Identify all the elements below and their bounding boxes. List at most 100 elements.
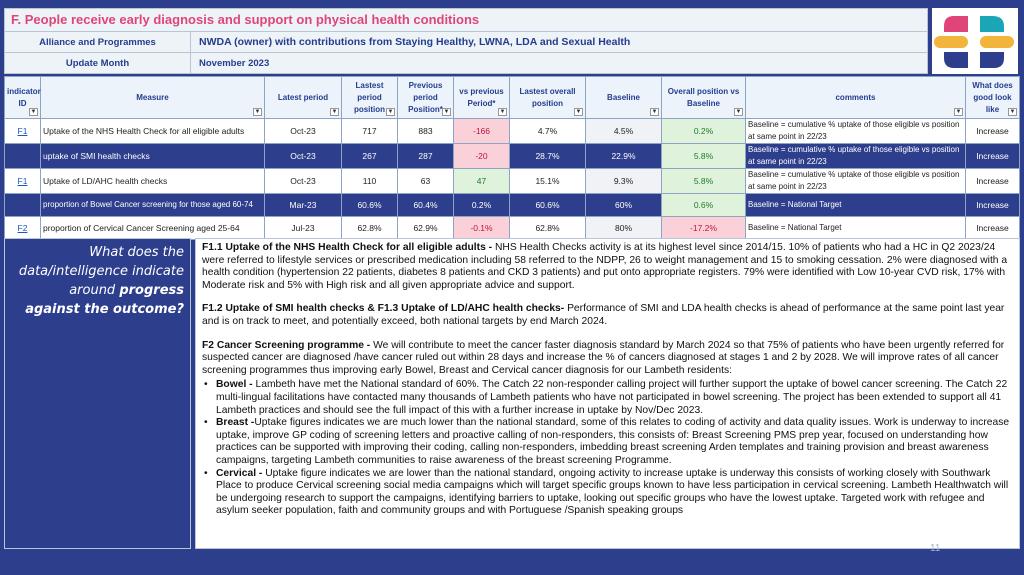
comment-cell: Baseline = cumulative % uptake of those …	[745, 143, 966, 169]
measure-cell: proportion of Bowel Cancer screening for…	[40, 193, 265, 217]
page-title: F. People receive early diagnosis and su…	[4, 8, 928, 32]
filter-dropdown-icon[interactable]: ▼	[650, 108, 659, 116]
col-good-looks-like[interactable]: What does good look like ▼	[965, 76, 1020, 119]
baseline-cell: 9.3%	[585, 168, 662, 194]
col-measure[interactable]: Measure ▼	[40, 76, 265, 119]
bullet-body: Uptake figures indicates we are much low…	[216, 417, 1010, 466]
col-overall-vs-baseline[interactable]: Overall position vs Baseline ▼	[661, 76, 746, 119]
baseline-cell: 22.9%	[585, 143, 662, 169]
comment-cell: Baseline = cumulative % uptake of those …	[745, 118, 966, 144]
paragraph-heading: F1.2 Uptake of SMI health checks & F1.3 …	[202, 303, 565, 315]
bullet-heading: Breast -	[216, 417, 255, 429]
baseline-cell: 4.5%	[585, 118, 662, 144]
latest-period-cell: Mar-23	[264, 193, 342, 217]
paragraph-heading: F2 Cancer Screening programme -	[202, 339, 374, 351]
vs-previous-cell: -0.1%	[453, 215, 510, 240]
filter-dropdown-icon[interactable]: ▼	[442, 108, 451, 116]
col-overall-position[interactable]: Lastest overall position ▼	[509, 76, 586, 119]
baseline-cell: 80%	[585, 215, 662, 240]
col-baseline[interactable]: Baseline ▼	[585, 76, 662, 119]
col-indicator-id[interactable]: indicator ID ▼	[4, 76, 41, 119]
question-bold-text: progress against the outcome?	[25, 283, 184, 317]
latest-period-cell: Oct-23	[264, 143, 342, 169]
plus-logo-icon	[932, 8, 1018, 74]
bullet-body: Lambeth have met the National standard o…	[216, 379, 1008, 416]
question-text: What does the data/intelligence indicate…	[18, 245, 184, 298]
good-looks-like-cell: Increase	[965, 193, 1020, 217]
filter-dropdown-icon[interactable]: ▼	[386, 108, 395, 116]
comment-cell: Baseline = cumulative % uptake of those …	[745, 168, 966, 194]
col-latest-position[interactable]: Lastest period position ▼	[341, 76, 398, 119]
month-label: Update Month	[5, 53, 191, 73]
filter-dropdown-icon[interactable]: ▼	[330, 108, 339, 116]
vs-previous-cell: -166	[453, 118, 510, 144]
alliance-label: Alliance and Programmes	[5, 32, 191, 52]
vs-previous-cell: -20	[453, 143, 510, 169]
table-header-row: indicator ID ▼ Measure ▼ Latest period ▼ La…	[4, 76, 1020, 119]
filter-dropdown-icon[interactable]: ▼	[954, 108, 963, 116]
bullet-heading: Bowel -	[216, 379, 256, 391]
paragraph-cancer-screening: F2 Cancer Screening programme - We will …	[202, 340, 1013, 378]
overall-position-cell: 4.7%	[509, 118, 586, 144]
col-previous-position[interactable]: Previous period Position* ▼	[397, 76, 454, 119]
overall-position-cell: 62.8%	[509, 215, 586, 240]
indicator-link[interactable]: F1	[17, 176, 28, 186]
latest-period-cell: Jul-23	[264, 215, 342, 240]
latest-position-cell: 267	[341, 143, 398, 169]
measure-cell: uptake of SMI health checks	[40, 143, 265, 169]
list-item: Bowel - Lambeth have met the National st…	[202, 379, 1013, 417]
table-row: F1 Uptake of the NHS Health Check for al…	[4, 118, 1020, 144]
col-comments[interactable]: comments ▼	[745, 76, 966, 119]
vs-baseline-cell: 0.2%	[661, 118, 746, 144]
paragraph-body: We will contribute to meet the cancer fa…	[202, 339, 1005, 376]
overall-position-cell: 15.1%	[509, 168, 586, 194]
paragraph-body: Performance of SMI and LDA health checks…	[202, 303, 1005, 327]
indicator-link[interactable]: F2	[17, 222, 28, 233]
latest-period-cell: Oct-23	[264, 168, 342, 194]
bullet-body: Uptake figure indicates we are lower tha…	[216, 467, 1009, 517]
filter-dropdown-icon[interactable]: ▼	[574, 108, 583, 116]
good-looks-like-cell: Increase	[965, 118, 1020, 144]
latest-period-cell: Oct-23	[264, 118, 342, 144]
good-looks-like-cell: Increase	[965, 168, 1020, 194]
vs-previous-cell: 47	[453, 168, 510, 194]
vs-baseline-cell: 5.8%	[661, 168, 746, 194]
month-row: Update Month November 2023	[4, 53, 928, 74]
measures-table: indicator ID ▼ Measure ▼ Latest period ▼ La…	[4, 76, 1020, 240]
table-row: F1 Uptake of LD/AHC health checks Oct-23…	[4, 168, 1020, 194]
list-item: Breast -Uptake figures indicates we are …	[202, 417, 1013, 467]
latest-position-cell: 60.6%	[341, 193, 398, 217]
narrative-panel: F1.1 Uptake of the NHS Health Check for …	[195, 238, 1020, 549]
measure-cell: proportion of Cervical Cancer Screening …	[40, 215, 265, 240]
overall-position-cell: 60.6%	[509, 193, 586, 217]
filter-dropdown-icon[interactable]: ▼	[29, 108, 38, 116]
previous-position-cell: 287	[397, 143, 454, 169]
question-panel: What does the data/intelligence indicate…	[4, 238, 191, 549]
vs-baseline-cell: -17.2%	[661, 215, 746, 240]
vs-previous-cell: 0.2%	[453, 193, 510, 217]
good-looks-like-cell: Increase	[965, 215, 1020, 240]
previous-position-cell: 60.4%	[397, 193, 454, 217]
previous-position-cell: 62.9%	[397, 215, 454, 240]
filter-dropdown-icon[interactable]: ▼	[498, 108, 507, 116]
vs-baseline-cell: 5.8%	[661, 143, 746, 169]
paragraph-health-check: F1.1 Uptake of the NHS Health Check for …	[202, 242, 1013, 292]
measure-cell: Uptake of the NHS Health Check for all e…	[40, 118, 265, 144]
measure-cell: Uptake of LD/AHC health checks	[40, 168, 265, 194]
latest-position-cell: 110	[341, 168, 398, 194]
col-latest-period[interactable]: Latest period ▼	[264, 76, 342, 119]
filter-dropdown-icon[interactable]: ▼	[253, 108, 262, 116]
baseline-cell: 60%	[585, 193, 662, 217]
filter-dropdown-icon[interactable]: ▼	[1008, 108, 1017, 116]
paragraph-heading: F1.1 Uptake of the NHS Health Check for …	[202, 242, 495, 253]
indicator-link[interactable]: F1	[17, 126, 28, 136]
col-vs-previous[interactable]: vs previous Period* ▼	[453, 76, 510, 119]
page-number: 11	[930, 543, 941, 554]
table-row: proportion of Bowel Cancer screening for…	[4, 193, 1020, 217]
previous-position-cell: 883	[397, 118, 454, 144]
filter-dropdown-icon[interactable]: ▼	[734, 108, 743, 116]
paragraph-smi-ld: F1.2 Uptake of SMI health checks & F1.3 …	[202, 303, 1013, 328]
vs-baseline-cell: 0.6%	[661, 193, 746, 217]
comment-cell: Baseline = National Target	[745, 215, 966, 240]
bullet-heading: Cervical -	[216, 467, 266, 479]
